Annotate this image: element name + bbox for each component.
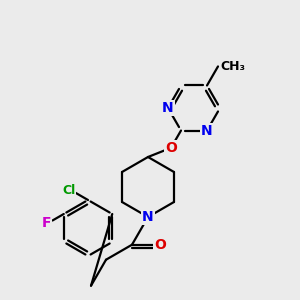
Text: O: O xyxy=(165,141,177,155)
Text: F: F xyxy=(41,216,51,230)
Text: N: N xyxy=(201,124,213,137)
Text: CH₃: CH₃ xyxy=(220,60,245,73)
Text: N: N xyxy=(162,101,174,115)
Text: Cl: Cl xyxy=(62,184,75,196)
Text: O: O xyxy=(154,238,166,252)
Text: N: N xyxy=(142,210,154,224)
